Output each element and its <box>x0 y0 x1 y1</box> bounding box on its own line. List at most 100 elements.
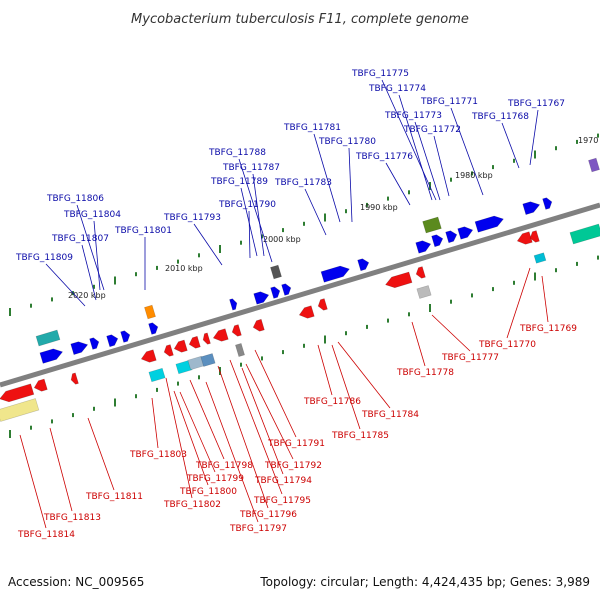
gene-label-reverse: TBFG_11798 <box>195 461 253 471</box>
gene-label-reverse: TBFG_11794 <box>254 476 312 486</box>
rna-feature-block <box>533 252 547 264</box>
forward-gene-arrow <box>106 334 119 348</box>
leader-line <box>179 391 216 473</box>
tick-mark <box>93 284 95 289</box>
forward-gene-arrow <box>148 322 159 335</box>
genome-summary: Topology: circular; Length: 4,424,435 bp… <box>259 575 590 589</box>
tick-mark <box>303 343 305 348</box>
gene-label-reverse: TBFG_11785 <box>331 431 389 441</box>
leader-line <box>381 79 437 201</box>
leader-line <box>248 210 251 259</box>
tick-mark <box>261 356 263 361</box>
leader-line <box>19 434 47 529</box>
scale-label: 2010 kbp <box>165 264 203 273</box>
gene-label-forward: TBFG_11788 <box>208 148 266 158</box>
forward-gene-arrow <box>415 240 432 254</box>
leader-line <box>238 158 273 263</box>
gene-label-forward: TBFG_11767 <box>507 99 565 109</box>
gene-label-forward: TBFG_11781 <box>283 123 341 133</box>
leader-line <box>252 173 265 257</box>
rna-feature-block <box>35 329 61 347</box>
tick-mark <box>387 196 389 201</box>
leader-line <box>173 390 209 486</box>
leader-line <box>385 162 411 206</box>
forward-gene-arrow <box>357 258 370 272</box>
tick-mark <box>471 171 473 176</box>
gene-label-reverse: TBFG_11800 <box>179 487 237 497</box>
gene-labels: TBFG_11775 TBFG_11774 TBFG_11771 TBFG_11767… <box>15 69 577 540</box>
gene-label-forward: TBFG_11774 <box>368 84 426 94</box>
tick-mark <box>135 272 137 277</box>
leader-line <box>229 359 283 495</box>
forward-gene-arrow <box>89 337 100 350</box>
gene-label-forward: TBFG_11801 <box>114 226 172 236</box>
gene-label-forward: TBFG_11768 <box>471 112 529 122</box>
gene-label-reverse: TBFG_11803 <box>129 450 187 460</box>
tick-mark <box>135 394 137 399</box>
gene-label-forward: TBFG_11772 <box>403 125 461 135</box>
leader-line <box>337 341 391 409</box>
tick-mark <box>156 265 158 270</box>
tick-mark <box>114 276 116 285</box>
tick-mark <box>9 430 11 438</box>
gene-label-reverse: TBFG_11802 <box>163 500 221 510</box>
gene-label-reverse: TBFG_11811 <box>85 492 143 502</box>
rna-feature-block <box>270 264 282 280</box>
leader-line <box>241 367 284 475</box>
tick-mark <box>408 190 410 195</box>
leader-line <box>245 363 294 460</box>
tick-mark <box>177 381 179 386</box>
tick-mark <box>576 139 578 144</box>
reverse-gene-arrow <box>173 339 188 353</box>
gene-label-reverse: TBFG_11797 <box>229 524 287 534</box>
gene-label-reverse: TBFG_11769 <box>519 324 577 334</box>
forward-gene-arrow <box>457 226 474 240</box>
scale-label: 1970 kbp <box>578 136 600 145</box>
rna-feature-block <box>422 216 442 234</box>
leader-line <box>45 263 86 307</box>
tick-mark <box>324 213 326 222</box>
tick-mark <box>72 413 74 418</box>
tick-mark <box>534 150 536 159</box>
leader-line <box>304 188 327 236</box>
tick-mark <box>576 261 578 266</box>
forward-gene-arrow <box>120 330 131 343</box>
genome-backbone <box>0 202 600 388</box>
rna-feature-block <box>235 343 245 357</box>
forward-gene-arrow <box>39 348 64 364</box>
reverse-gene-arrow <box>202 332 211 345</box>
leader-line <box>398 94 433 201</box>
gene-label-reverse: TBFG_11796 <box>239 510 297 520</box>
gene-label-forward: TBFG_11789 <box>210 177 268 187</box>
leader-line <box>93 220 101 291</box>
reverse-gene-arrow <box>516 231 533 245</box>
leader-line <box>317 344 333 396</box>
tick-mark <box>513 280 515 285</box>
leader-line <box>254 349 297 438</box>
leader-line <box>313 133 341 223</box>
rna-feature-block <box>588 157 600 173</box>
leader-line <box>76 204 105 291</box>
tick-mark <box>282 228 284 233</box>
forward-gene-arrow <box>70 341 89 355</box>
gene-label-reverse: TBFG_11814 <box>17 530 75 540</box>
forward-gene-arrow <box>281 283 292 296</box>
map-title: Mycobacterium tuberculosis F11, complete… <box>131 12 469 27</box>
reverse-gene-arrow <box>252 318 265 332</box>
reverse-gene-arrow <box>385 271 413 289</box>
tick-mark <box>345 331 347 336</box>
leader-line <box>151 397 159 449</box>
gene-label-reverse: TBFG_11777 <box>441 353 499 363</box>
rna-feature-block <box>144 304 156 320</box>
forward-gene-arrow <box>270 286 281 299</box>
tick-mark <box>597 133 599 138</box>
leader-line <box>529 109 539 166</box>
leader-line <box>348 147 353 223</box>
gene-label-reverse: TBFG_11784 <box>361 410 419 420</box>
leader-line <box>450 107 484 196</box>
scale-label: 2020 kbp <box>68 291 106 300</box>
scale-label: 1990 kbp <box>360 203 398 212</box>
tick-mark <box>93 406 95 411</box>
leader-line <box>411 321 426 367</box>
reverse-gene-arrow <box>163 344 174 357</box>
